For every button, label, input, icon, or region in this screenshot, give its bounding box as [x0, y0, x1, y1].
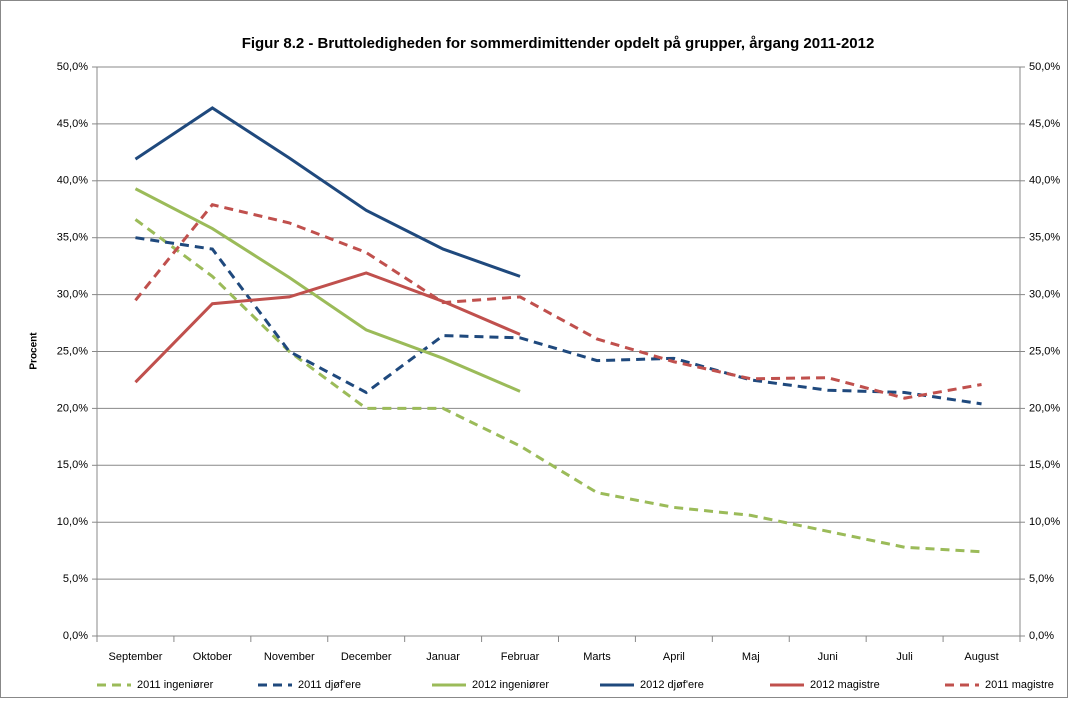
x-tick-label: August — [964, 651, 998, 663]
x-tick-label: Oktober — [193, 651, 232, 663]
x-tick-label: Juni — [818, 651, 838, 663]
y2-tick-label: 25,0% — [1029, 345, 1060, 357]
y-tick-label: 0,0% — [63, 630, 88, 642]
y-tick-label: 15,0% — [57, 459, 88, 471]
y-tick-label: 10,0% — [57, 516, 88, 528]
y2-tick-label: 30,0% — [1029, 289, 1060, 301]
y-tick-label: 40,0% — [57, 175, 88, 187]
x-tick-label: December — [341, 651, 392, 663]
y-tick-label: 35,0% — [57, 232, 88, 244]
x-tick-label: Marts — [583, 651, 611, 663]
x-tick-label: Februar — [501, 651, 540, 663]
legend-label: 2011 djøf'ere — [298, 679, 361, 691]
x-tick-label: April — [663, 651, 685, 663]
series-line — [134, 106, 521, 278]
series-line — [134, 187, 521, 393]
chart-title: Figur 8.2 - Bruttoledigheden for sommerd… — [242, 35, 875, 52]
x-tick-label: November — [264, 651, 315, 663]
y-tick-label: 50,0% — [57, 61, 88, 73]
legend-label: 2011 magistre — [985, 679, 1054, 691]
series-line — [135, 236, 982, 406]
y2-tick-label: 50,0% — [1029, 61, 1060, 73]
y2-tick-label: 0,0% — [1029, 630, 1054, 642]
y-tick-label: 25,0% — [57, 345, 88, 357]
x-tick-label: Januar — [426, 651, 460, 663]
series-line — [134, 218, 982, 554]
y-tick-label: 30,0% — [57, 289, 88, 301]
y-tick-label: 20,0% — [57, 402, 88, 414]
legend-label: 2012 djøf'ere — [640, 679, 704, 691]
y2-tick-label: 5,0% — [1029, 573, 1054, 585]
y2-tick-label: 35,0% — [1029, 232, 1060, 244]
y2-tick-label: 20,0% — [1029, 402, 1060, 414]
x-tick-label: Juli — [896, 651, 913, 663]
series-line — [134, 203, 982, 400]
y2-tick-label: 10,0% — [1029, 516, 1060, 528]
x-tick-label: September — [109, 651, 163, 663]
y2-tick-label: 15,0% — [1029, 459, 1060, 471]
y2-tick-label: 40,0% — [1029, 175, 1060, 187]
legend-label: 2011 ingeniører — [137, 679, 214, 691]
series-line — [134, 271, 521, 384]
y2-tick-label: 45,0% — [1029, 118, 1060, 130]
x-tick-label: Maj — [742, 651, 760, 663]
legend-label: 2012 ingeniører — [472, 679, 549, 691]
y-axis-label: Procent — [29, 332, 40, 370]
legend-label: 2012 magistre — [810, 679, 880, 691]
y-tick-label: 5,0% — [63, 573, 88, 585]
y-tick-label: 45,0% — [57, 118, 88, 130]
